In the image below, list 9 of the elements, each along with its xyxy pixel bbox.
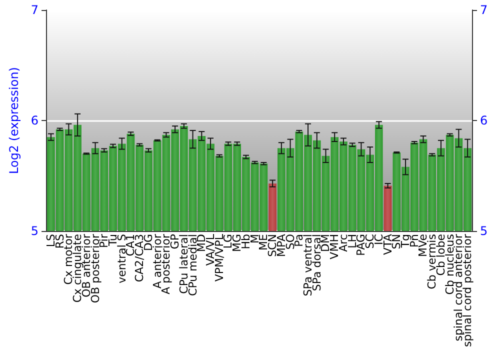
y2-tick-label: 5 (480, 224, 488, 238)
y-tick-label: 7 (30, 3, 39, 17)
x-tick-label: Tg (399, 234, 412, 249)
y2-tick-label: 6 (480, 114, 488, 128)
x-tick-label: A posterior (160, 234, 173, 294)
y2-tick-label: 7 (480, 3, 488, 17)
y-axis-title: Log2 (expression) (7, 67, 21, 174)
y-tick-label: 6 (30, 114, 39, 128)
y-tick-label: 5 (30, 224, 39, 238)
